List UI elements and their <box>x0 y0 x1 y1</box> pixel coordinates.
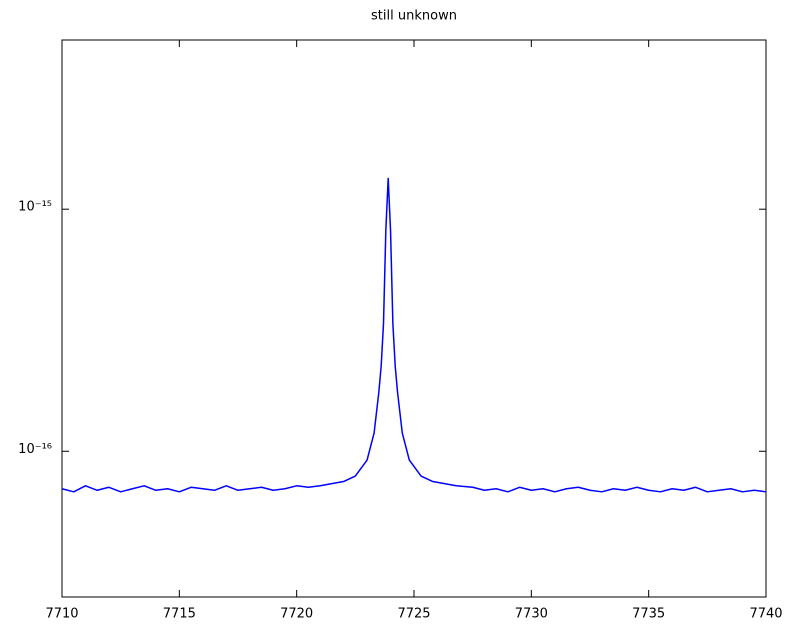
x-tick-label: 7725 <box>397 607 430 622</box>
x-tick-label: 7735 <box>632 607 665 622</box>
y-tick-label: 10⁻¹⁵ <box>18 200 52 215</box>
x-tick-label: 7740 <box>749 607 782 622</box>
x-tick-label: 7720 <box>280 607 313 622</box>
x-tick-label: 7715 <box>163 607 196 622</box>
y-tick-label: 10⁻¹⁶ <box>18 442 52 457</box>
data-line <box>61 177 767 493</box>
x-tick-label: 7730 <box>515 607 548 622</box>
x-tick-label: 7710 <box>45 607 78 622</box>
chart-title: still unknown <box>371 9 457 24</box>
